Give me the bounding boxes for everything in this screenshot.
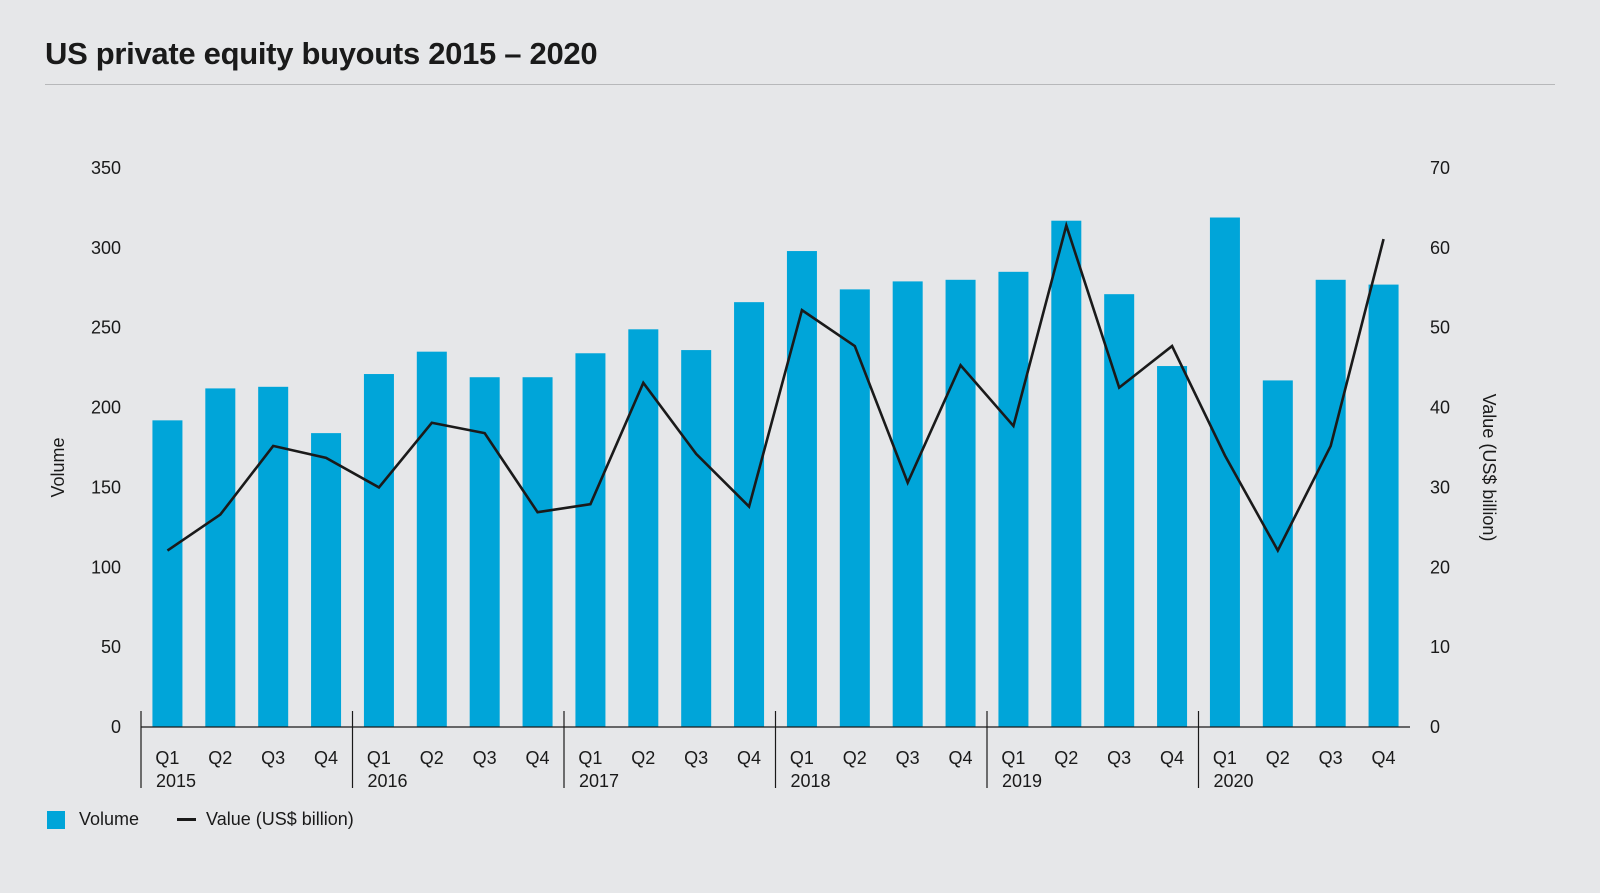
bar-volume xyxy=(1104,294,1135,727)
x-tick-label: Q3 xyxy=(1107,748,1131,768)
bar-volume xyxy=(628,329,659,727)
bar-volume xyxy=(363,374,394,727)
y-tick-label: 350 xyxy=(91,158,121,178)
bar-volume xyxy=(786,251,817,727)
y-axis-title: Volume xyxy=(48,437,68,497)
line-value xyxy=(166,220,1385,554)
year-label: 2015 xyxy=(156,771,196,791)
x-tick-label: Q3 xyxy=(684,748,708,768)
bar-volume xyxy=(152,420,183,727)
x-tick-label: Q4 xyxy=(314,748,338,768)
x-tick-label: Q3 xyxy=(1319,748,1343,768)
chart-title: US private equity buyouts 2015 – 2020 xyxy=(45,36,598,71)
x-tick-label: Q4 xyxy=(1160,748,1184,768)
title-divider xyxy=(45,84,1555,85)
bar-volume xyxy=(839,289,870,727)
bar-volume xyxy=(681,350,712,727)
x-tick-label: Q4 xyxy=(737,748,761,768)
x-tick-label: Q1 xyxy=(790,748,814,768)
year-label: 2019 xyxy=(1002,771,1042,791)
bar-volume xyxy=(892,281,923,727)
x-tick-label: Q2 xyxy=(208,748,232,768)
x-tick-label: Q1 xyxy=(1001,748,1025,768)
year-label: 2017 xyxy=(579,771,619,791)
y2-tick-label: 20 xyxy=(1430,557,1450,577)
y-tick-label: 300 xyxy=(91,238,121,258)
x-tick-label: Q1 xyxy=(578,748,602,768)
y-tick-label: 200 xyxy=(91,398,121,418)
year-label: 2020 xyxy=(1214,771,1254,791)
y-tick-label: 50 xyxy=(101,637,121,657)
y2-tick-label: 40 xyxy=(1430,398,1450,418)
x-tick-label: Q3 xyxy=(896,748,920,768)
legend: Volume Value (US$ billion) xyxy=(47,809,354,830)
year-label: 2016 xyxy=(368,771,408,791)
bar-volume xyxy=(575,353,606,727)
bar-volume xyxy=(522,377,553,727)
x-tick-label: Q1 xyxy=(367,748,391,768)
y2-tick-label: 0 xyxy=(1430,717,1440,737)
legend-volume-label: Volume xyxy=(79,809,140,829)
bar-volume xyxy=(1157,366,1188,727)
bar-volume xyxy=(1368,284,1399,727)
bar-volume xyxy=(469,377,500,727)
bar-volume xyxy=(734,302,765,727)
legend-volume-swatch xyxy=(47,810,65,829)
legend-value-label: Value (US$ billion) xyxy=(206,809,354,829)
y-tick-label: 250 xyxy=(91,318,121,338)
bar-volume xyxy=(311,433,342,727)
x-tick-label: Q4 xyxy=(526,748,550,768)
bar-volume xyxy=(258,386,289,727)
y2-tick-label: 50 xyxy=(1430,318,1450,338)
x-tick-label: Q1 xyxy=(1213,748,1237,768)
x-tick-label: Q2 xyxy=(843,748,867,768)
bar-volume xyxy=(1051,220,1082,727)
bar-volume xyxy=(945,279,976,727)
y-tick-label: 100 xyxy=(91,557,121,577)
x-tick-label: Q1 xyxy=(155,748,179,768)
bar-volume xyxy=(1262,380,1293,727)
bar-volume xyxy=(205,388,236,727)
x-tick-label: Q4 xyxy=(1372,748,1396,768)
x-tick-label: Q2 xyxy=(1054,748,1078,768)
y-tick-label: 150 xyxy=(91,477,121,497)
bar-volume xyxy=(1315,279,1346,727)
bar-volume xyxy=(998,271,1029,727)
year-label: 2018 xyxy=(791,771,831,791)
x-tick-label: Q2 xyxy=(420,748,444,768)
bar-volume xyxy=(416,351,447,727)
y2-tick-label: 60 xyxy=(1430,238,1450,258)
x-tick-label: Q3 xyxy=(473,748,497,768)
y2-tick-label: 30 xyxy=(1430,477,1450,497)
x-tick-label: Q3 xyxy=(261,748,285,768)
legend-value-line xyxy=(177,818,197,821)
x-tick-label: Q4 xyxy=(949,748,973,768)
y2-tick-label: 10 xyxy=(1430,637,1450,657)
y2-tick-label: 70 xyxy=(1430,158,1450,178)
x-tick-label: Q2 xyxy=(1266,748,1290,768)
y2-axis-title: Value (US$ billion) xyxy=(1479,394,1499,542)
y-tick-label: 0 xyxy=(111,717,121,737)
x-tick-label: Q2 xyxy=(631,748,655,768)
